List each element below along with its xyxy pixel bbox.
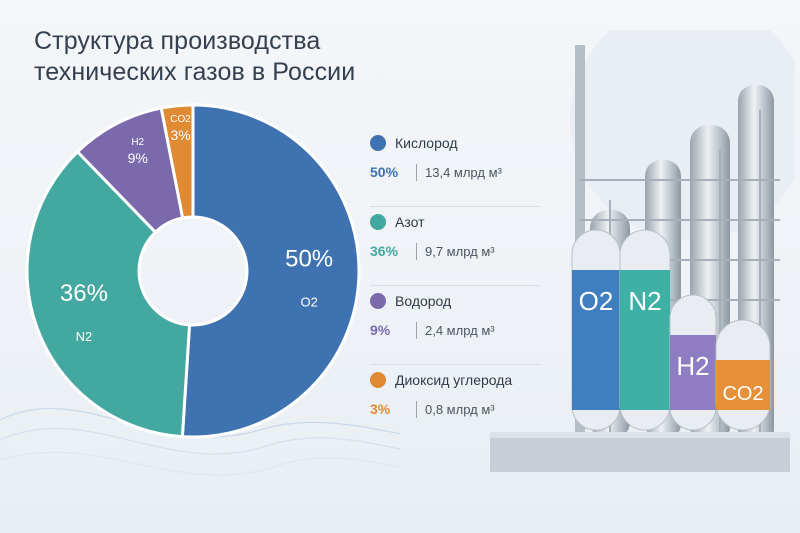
legend-separator — [416, 321, 417, 339]
legend-dot-nitrogen — [370, 214, 386, 230]
legend-label-co2: Диоксид углерода — [395, 372, 513, 388]
pie-slice-n2 — [25, 149, 192, 439]
gas-plant-illustration: O2 N2 H2 CO2 — [490, 30, 795, 472]
legend-percent-hydrogen: 9% — [370, 322, 391, 338]
gas-tank-label-o2: O2 — [579, 286, 614, 316]
legend-volume-hydrogen: 2,4 млрд м³ — [425, 322, 495, 338]
legend-percent-co2: 3% — [370, 401, 391, 417]
legend-percent-oxygen: 50% — [370, 164, 399, 180]
gas-tank-label-n2: N2 — [628, 286, 661, 316]
chart-title: Структура производства технических газов… — [34, 27, 356, 86]
legend-label-hydrogen: Водород — [395, 293, 452, 309]
pie-slice-co2 — [159, 103, 195, 220]
legend-dot-hydrogen — [370, 293, 386, 309]
legend-volume-nitrogen: 9,7 млрд м³ — [425, 243, 495, 259]
slice-icon-n2: N2 — [76, 329, 93, 344]
slice-label-o2: 50% — [285, 246, 333, 273]
slice-label-co2: 3% — [170, 127, 190, 143]
slice-label-h2: 9% — [128, 150, 148, 166]
legend-item-nitrogen: Азот 36% 9,7 млрд м³ — [370, 207, 540, 286]
legend-dot-oxygen — [370, 135, 386, 151]
decorative-waves — [0, 407, 400, 476]
legend-item-co2: Диоксид углерода 3% 0,8 млрд м³ — [370, 365, 540, 444]
legend-label-oxygen: Кислород — [395, 135, 458, 151]
gas-tank-band-h2 — [670, 335, 716, 410]
legend-dot-co2 — [370, 372, 386, 388]
legend-volume-oxygen: 13,4 млрд м³ — [425, 164, 502, 180]
slice-label-n2: 36% — [60, 280, 108, 307]
legend-separator — [416, 163, 417, 181]
legend-separator — [416, 242, 417, 260]
gas-tank-band-o2 — [572, 270, 620, 410]
legend-item-hydrogen: Водород 9% 2,4 млрд м³ — [370, 286, 540, 365]
legend-volume-co2: 0,8 млрд м³ — [425, 401, 495, 417]
legend-label-nitrogen: Азот — [395, 214, 425, 230]
pie-slice-o2 — [180, 103, 361, 439]
gas-tank-band-n2 — [620, 270, 670, 410]
gas-tank-band-co2 — [716, 360, 770, 410]
gas-tank-label-co2: CO2 — [722, 383, 763, 405]
legend-percent-nitrogen: 36% — [370, 243, 399, 259]
donut-chart: 50% O2 36% N2 9% H2 3% CO2 — [0, 103, 400, 476]
gas-tank-label-h2: H2 — [676, 351, 709, 381]
legend-item-oxygen: Кислород 50% 13,4 млрд м³ — [370, 128, 540, 207]
legend-separator — [416, 400, 417, 418]
slice-icon-o2: O2 — [300, 295, 317, 310]
slice-icon-h2: H2 — [131, 137, 144, 148]
slice-icon-co2: CO2 — [170, 114, 191, 125]
legend: Кислород 50% 13,4 млрд м³ Азот 36% 9,7 м… — [370, 128, 540, 444]
